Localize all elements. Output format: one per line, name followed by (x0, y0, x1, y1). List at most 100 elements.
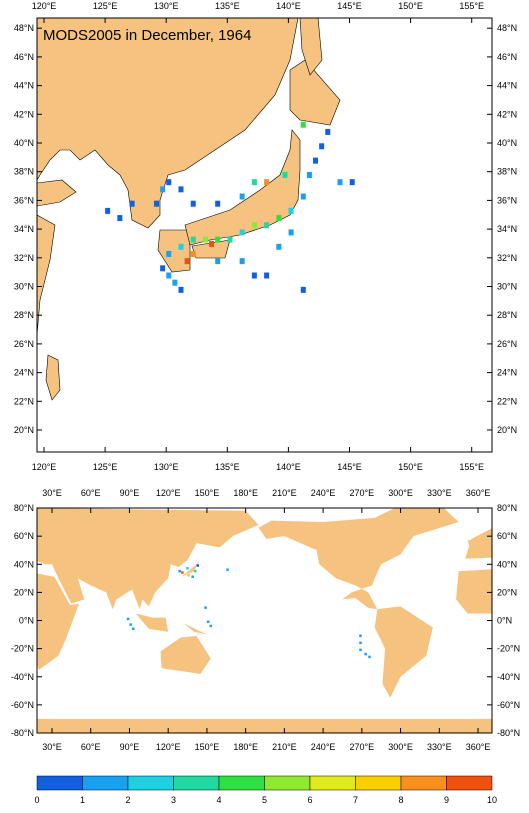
y-tick-label: 36°N (497, 195, 517, 205)
y-tick-label: 32°N (14, 253, 34, 263)
x-tick-label: 90°E (120, 742, 140, 752)
x-tick-label: 180°E (233, 742, 258, 752)
observation-cell (178, 186, 184, 193)
observation-cell (187, 574, 191, 577)
observation-cell (349, 179, 355, 186)
land (374, 606, 433, 698)
land (160, 635, 211, 674)
land (37, 18, 299, 229)
colorbar-label: 9 (444, 795, 449, 805)
y-tick-label: 80°N (497, 503, 517, 513)
observation-cell (132, 627, 135, 631)
observation-cell (319, 143, 325, 150)
observation-cell (190, 236, 196, 243)
x-tick-label: 240°E (311, 742, 336, 752)
x-tick-label: 150°E (195, 742, 220, 752)
y-tick-label: 32°N (497, 253, 517, 263)
land (183, 623, 207, 635)
observation-cell (276, 243, 282, 250)
y-tick-label: 28°N (497, 310, 517, 320)
observation-cell (276, 215, 282, 222)
colorbar-segment (264, 775, 311, 791)
observation-cell (313, 157, 319, 164)
x-tick-label: 210°E (272, 742, 297, 752)
land (456, 569, 492, 614)
y-tick-label: 22°N (14, 396, 34, 406)
x-tick-label: 145°E (337, 1, 362, 11)
land (37, 214, 56, 336)
observation-cell (325, 128, 331, 135)
colorbar-segment (309, 775, 356, 791)
observation-cell (184, 258, 190, 265)
observation-cell (282, 171, 288, 178)
x-tick-label: 135°E (215, 1, 240, 11)
x-tick-label: 330°E (427, 742, 452, 752)
y-tick-label: 22°N (497, 396, 517, 406)
observation-cell (190, 250, 196, 257)
observation-cell (105, 207, 111, 214)
y-tick-label: 46°N (497, 52, 517, 62)
x-tick-label: 120°E (32, 462, 57, 472)
observation-cell (206, 620, 210, 623)
y-tick-label: 20°N (14, 425, 34, 435)
x-tick-label: 150°E (398, 1, 423, 11)
x-tick-label: 90°E (120, 488, 140, 498)
x-tick-label: 150°E (398, 462, 423, 472)
land (467, 538, 476, 551)
observation-cell (239, 258, 245, 265)
land (37, 573, 80, 670)
y-tick-label: 40°N (497, 559, 517, 569)
observation-cell (117, 215, 123, 222)
observation-cell (251, 179, 257, 186)
y-tick-label: 44°N (14, 81, 34, 91)
observation-cell (364, 652, 367, 656)
y-tick-label: 42°N (497, 109, 517, 119)
y-tick-label: 40°N (497, 138, 517, 148)
observation-cell (166, 179, 172, 186)
land (37, 718, 492, 733)
observation-cell (160, 265, 166, 272)
x-tick-label: 180°E (233, 488, 258, 498)
colorbar-label: 1 (80, 795, 85, 805)
x-tick-label: 360°E (466, 742, 491, 752)
observation-cell (226, 568, 229, 571)
x-tick-label: 120°E (156, 742, 181, 752)
observation-cell (359, 634, 362, 638)
y-tick-label: 34°N (14, 224, 34, 234)
observation-cell (166, 250, 172, 257)
observation-cell (160, 186, 166, 193)
x-tick-label: 30°E (42, 742, 62, 752)
observation-cell (359, 648, 362, 652)
x-tick-label: 210°E (272, 488, 297, 498)
observation-cell (251, 222, 257, 229)
observation-cell (186, 567, 189, 570)
observation-cell (300, 193, 306, 200)
x-tick-label: 120°E (32, 1, 57, 11)
y-tick-label: -80°N (497, 728, 520, 738)
global-map-layer (37, 508, 492, 733)
x-tick-label: 60°E (81, 488, 101, 498)
y-tick-label: 42°N (14, 109, 34, 119)
colorbar-segment (218, 775, 265, 791)
y-tick-label: -20°N (11, 644, 34, 654)
colorbar-label: 10 (487, 795, 497, 805)
observation-cell (239, 193, 245, 200)
x-tick-label: 155°E (459, 1, 484, 11)
observation-cell (178, 569, 181, 573)
observation-cell (166, 272, 172, 279)
y-tick-label: 26°N (14, 339, 34, 349)
colorbar-label: 0 (34, 795, 39, 805)
x-tick-label: 270°E (350, 742, 375, 752)
x-tick-label: 125°E (93, 1, 118, 11)
observation-cell (288, 207, 294, 214)
observation-cell (215, 236, 221, 243)
observation-cell (300, 121, 306, 128)
x-tick-label: 270°E (350, 488, 375, 498)
x-tick-label: 145°E (337, 462, 362, 472)
observation-cell (300, 286, 306, 293)
y-tick-label: 48°N (497, 23, 517, 33)
land (45, 354, 61, 401)
y-tick-label: 48°N (14, 23, 34, 33)
observation-cell (368, 655, 371, 659)
